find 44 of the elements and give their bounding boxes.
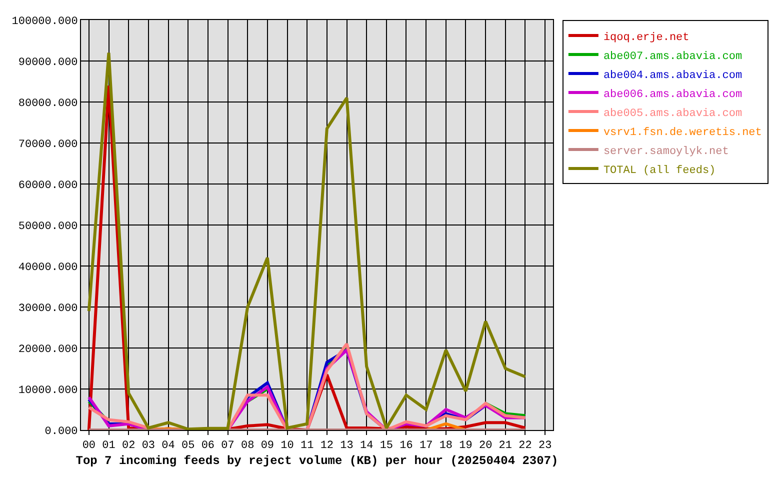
x-axis-title: Top 7 incoming feeds by reject volume (KB) per hour (20250404 2307) xyxy=(76,454,558,468)
y-tick-label: 30000.000 xyxy=(18,302,78,315)
x-tick-label: 23 xyxy=(538,440,552,452)
legend-label: vsrv1.fsn.de.weretis.net xyxy=(603,126,762,139)
x-tick-label: 20 xyxy=(478,440,492,452)
y-tick-label: 90000.000 xyxy=(18,56,78,69)
x-tick-label: 11 xyxy=(300,440,314,452)
legend-label: abe006.ams.abavia.com xyxy=(603,88,742,101)
x-tick-label: 07 xyxy=(221,440,234,452)
y-tick-label: 60000.000 xyxy=(18,180,78,192)
y-tick-label: 70000.000 xyxy=(18,138,78,151)
x-tick-label: 14 xyxy=(360,440,374,452)
x-tick-label: 02 xyxy=(122,440,136,452)
legend-label: abe004.ams.abavia.com xyxy=(603,70,742,82)
x-tick-label: 01 xyxy=(102,440,116,452)
x-tick-label: 22 xyxy=(518,440,532,452)
y-tick-label: 80000.000 xyxy=(18,98,78,110)
x-tick-label: 12 xyxy=(320,440,334,452)
legend-label: abe005.ams.abavia.com xyxy=(603,108,742,120)
x-tick-label: 04 xyxy=(162,440,176,452)
y-tick-label: 0.000 xyxy=(44,426,78,438)
x-tick-label: 19 xyxy=(459,440,472,452)
x-tick-label: 00 xyxy=(82,440,96,452)
legend-label: abe007.ams.abavia.com xyxy=(603,50,742,63)
y-tick-label: 40000.000 xyxy=(18,262,78,274)
x-tick-label: 06 xyxy=(201,440,215,452)
x-tick-label: 09 xyxy=(260,440,274,452)
legend-label: server.samoylyk.net xyxy=(603,146,729,158)
x-tick-label: 13 xyxy=(340,440,354,452)
y-tick-label: 20000.000 xyxy=(18,344,78,356)
y-tick-label: 10000.000 xyxy=(18,384,78,397)
x-tick-label: 03 xyxy=(142,440,156,452)
y-tick-label: 100000.000 xyxy=(12,16,78,28)
legend-label: TOTAL (all feeds) xyxy=(603,164,716,177)
x-tick-label: 10 xyxy=(280,440,294,452)
legend-label: iqoq.erje.net xyxy=(603,32,690,44)
x-tick-label: 17 xyxy=(419,440,433,452)
x-tick-label: 15 xyxy=(380,440,394,452)
x-tick-label: 05 xyxy=(181,440,195,452)
y-tick-label: 50000.000 xyxy=(18,220,78,233)
x-tick-label: 21 xyxy=(498,440,512,452)
x-tick-label: 08 xyxy=(240,440,254,452)
x-tick-label: 16 xyxy=(400,440,413,452)
x-tick-label: 18 xyxy=(439,440,453,452)
